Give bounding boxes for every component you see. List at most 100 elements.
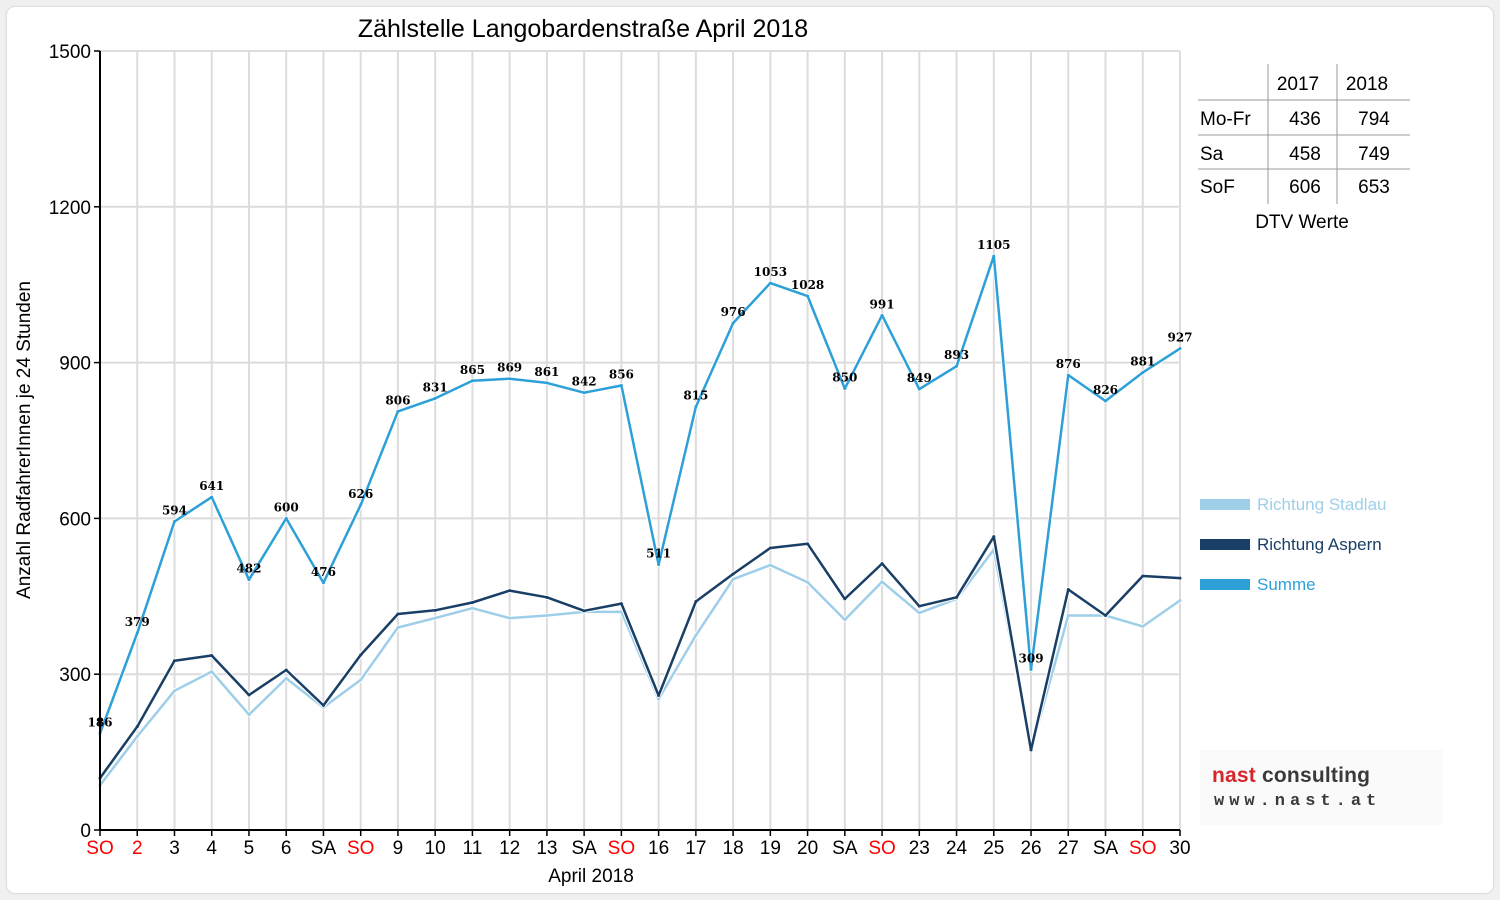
data-point-richtung-aspern [247,693,251,697]
x-tick-label: 9 [393,838,404,859]
table-cell: 794 [1358,109,1390,130]
data-point-summe [657,563,661,567]
data-label: 850 [832,371,857,385]
chart-title: Zählstelle Langobardenstraße April 2018 [358,15,808,43]
data-point-richtung-aspern [657,693,661,697]
data-label: 861 [534,365,559,379]
data-point-summe [1141,370,1145,374]
data-point-summe [768,281,772,285]
data-point-richtung-stadlau [433,616,437,620]
data-point-richtung-aspern [321,703,325,707]
data-point-summe [806,294,810,298]
table-row-label: Sa [1200,144,1224,165]
x-tick-label: 17 [685,838,706,859]
series-line-summe [98,254,1181,734]
x-tick-label: SO [1129,838,1156,859]
logo-wordmark: nast consulting [1212,764,1370,788]
x-tick-label: SA [832,838,858,859]
data-point-summe [545,381,549,385]
logo-url: www.nast.at [1214,792,1382,811]
data-point-richtung-aspern [619,602,623,606]
data-point-richtung-aspern [210,654,214,658]
x-tick-label: 20 [797,838,818,859]
data-point-richtung-aspern [955,595,959,599]
data-label: 893 [944,348,969,362]
data-point-summe [731,321,735,325]
x-tick-label: SA [311,838,337,859]
data-point-richtung-stadlau [694,633,698,637]
data-point-summe [694,405,698,409]
data-point-richtung-aspern [470,601,474,605]
data-point-richtung-stadlau [545,614,549,618]
x-tick-label: 25 [983,838,1004,859]
logo-text-nast: nast [1212,764,1256,787]
logo-text-consulting: consulting [1255,764,1371,787]
x-tick-label: 3 [169,838,180,859]
data-point-richtung-aspern [806,542,810,546]
data-point-summe [1178,347,1182,351]
data-label: 991 [870,297,895,311]
data-point-richtung-stadlau [135,735,139,739]
legend-swatch-summe [1200,579,1250,590]
y-tick-label: 1500 [49,42,91,63]
data-point-summe [247,578,251,582]
y-tick-label: 300 [59,665,91,686]
x-tick-label: 23 [909,838,930,859]
data-label: 865 [460,363,485,377]
data-label: 856 [609,367,634,381]
data-point-richtung-stadlau [731,577,735,581]
legend-label-summe: Summe [1257,575,1316,594]
data-point-richtung-aspern [1066,588,1070,592]
data-point-richtung-aspern [396,612,400,616]
data-point-summe [917,387,921,391]
data-point-richtung-aspern [768,546,772,550]
grid [100,50,1181,830]
data-point-richtung-aspern [992,535,996,539]
data-label: 476 [311,565,336,579]
y-tick-label: 1200 [49,198,91,219]
table-cell: 458 [1289,144,1321,165]
data-point-richtung-aspern [508,589,512,593]
data-point-summe [172,520,176,524]
data-point-richtung-stadlau [657,697,661,701]
table-row-label: Mo-Fr [1200,109,1251,130]
data-point-richtung-aspern [582,609,586,613]
data-point-richtung-stadlau [359,678,363,682]
y-axis-label: Anzahl RadfahrerInnen je 24 Stunden [14,281,35,599]
table-header-2017: 2017 [1277,74,1319,95]
data-label: 815 [683,389,708,403]
nast-consulting-logo: nast consulting www.nast.at [1200,750,1443,825]
data-point-richtung-aspern [545,595,549,599]
data-label: 482 [236,562,261,576]
data-point-richtung-aspern [731,572,735,576]
data-label: 1053 [754,265,787,279]
data-point-summe [396,409,400,413]
y-tick-label: 600 [59,509,91,530]
legend-label-aspern: Richtung Aspern [1257,535,1382,554]
x-tick-label: 26 [1020,838,1041,859]
data-point-richtung-aspern [1104,614,1108,618]
data-label: 1028 [791,278,824,292]
table-row-label: SoF [1200,177,1235,198]
data-point-summe [1029,668,1033,672]
x-tick-label: SA [1093,838,1119,859]
data-point-richtung-stadlau [508,616,512,620]
data-point-richtung-stadlau [806,580,810,584]
data-point-summe [880,313,884,317]
data-label: 806 [385,393,410,407]
data-point-richtung-aspern [880,562,884,566]
data-point-richtung-stadlau [396,625,400,629]
data-label: 881 [1130,354,1155,368]
table-caption: DTV Werte [1255,212,1349,233]
data-label: 1105 [977,238,1010,252]
data-point-richtung-aspern [172,659,176,663]
table-cell: 653 [1358,177,1390,198]
data-point-richtung-stadlau [1141,624,1145,628]
x-tick-label: 2 [132,838,143,859]
data-label: 594 [162,504,187,518]
dtv-table: 2017 2018 Mo-Fr 436 794 Sa 458 749 SoF 6… [1198,64,1410,233]
series-line-richtung-aspern [98,535,1181,779]
data-point-richtung-stadlau [843,618,847,622]
data-label: 641 [199,479,224,493]
